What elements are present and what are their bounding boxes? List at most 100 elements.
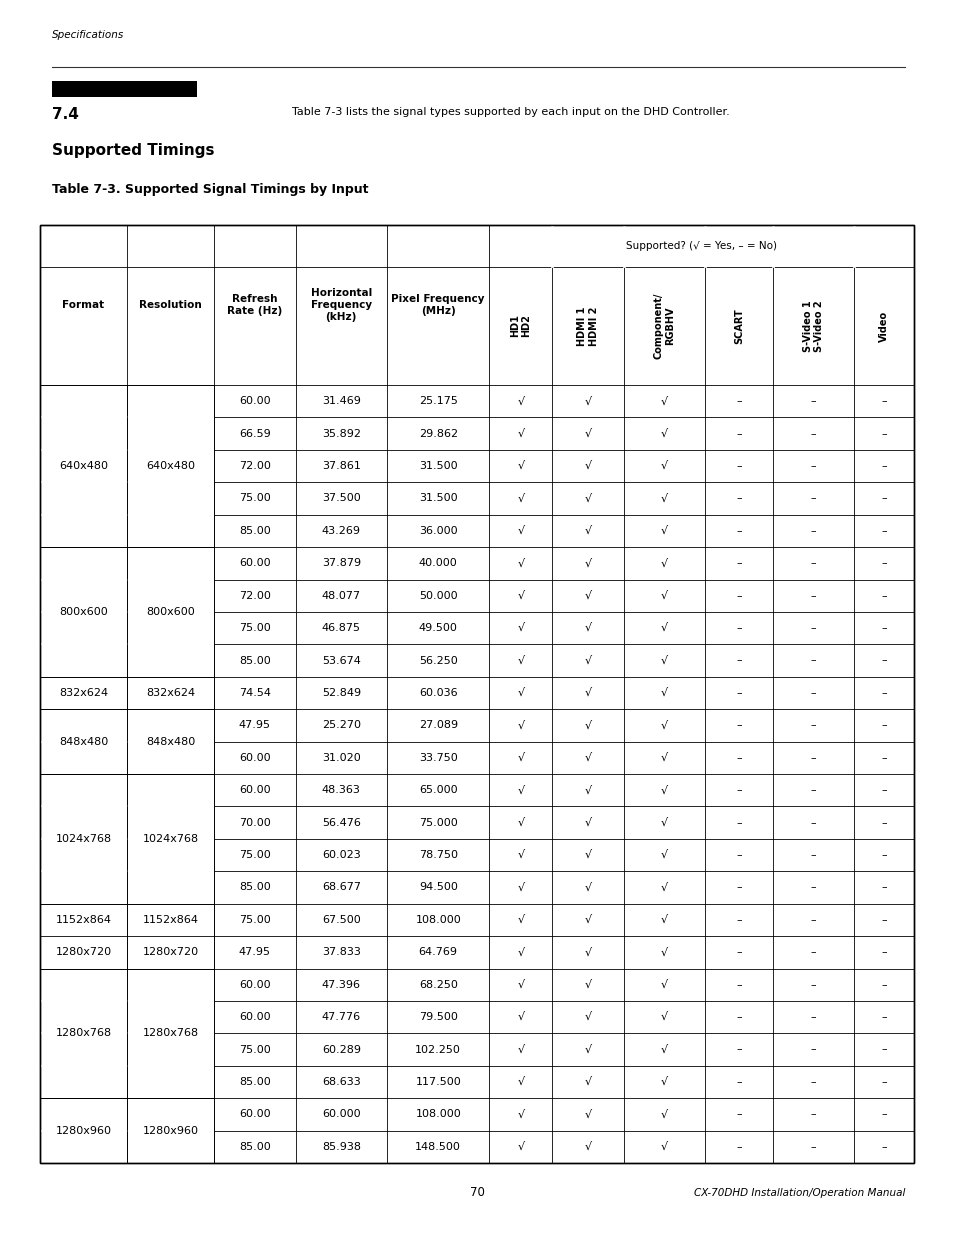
Text: HDMI 1
HDMI 2: HDMI 1 HDMI 2 xyxy=(577,306,598,346)
Text: –: – xyxy=(881,883,886,893)
Text: 56.476: 56.476 xyxy=(321,818,360,827)
Text: 52.849: 52.849 xyxy=(321,688,360,698)
Text: √: √ xyxy=(660,720,667,730)
Text: –: – xyxy=(736,558,741,568)
Text: 47.776: 47.776 xyxy=(321,1013,360,1023)
Text: –: – xyxy=(736,526,741,536)
Text: CX-70DHD Installation/Operation Manual: CX-70DHD Installation/Operation Manual xyxy=(693,1188,904,1198)
Text: 47.396: 47.396 xyxy=(321,979,360,989)
Text: 65.000: 65.000 xyxy=(418,785,457,795)
Text: 1280x768: 1280x768 xyxy=(55,1029,112,1039)
Text: √: √ xyxy=(517,915,524,925)
Text: √: √ xyxy=(517,850,524,860)
Text: –: – xyxy=(736,1077,741,1087)
Text: 102.250: 102.250 xyxy=(415,1045,460,1055)
Text: 37.833: 37.833 xyxy=(321,947,360,957)
Text: 1280x720: 1280x720 xyxy=(142,947,198,957)
Text: 31.500: 31.500 xyxy=(418,461,457,471)
Text: Horizontal
Frequency
(kHz): Horizontal Frequency (kHz) xyxy=(311,289,372,321)
Bar xyxy=(40,225,913,1163)
Text: 7.4: 7.4 xyxy=(52,107,79,122)
Text: –: – xyxy=(736,883,741,893)
Text: 25.270: 25.270 xyxy=(321,720,360,730)
Text: √: √ xyxy=(583,494,591,504)
Text: √: √ xyxy=(517,558,524,568)
Text: 848x480: 848x480 xyxy=(146,736,195,747)
Text: –: – xyxy=(810,624,816,634)
Text: –: – xyxy=(736,915,741,925)
Text: 108.000: 108.000 xyxy=(415,915,460,925)
Text: 47.95: 47.95 xyxy=(238,720,271,730)
Text: 75.00: 75.00 xyxy=(238,624,271,634)
Text: √: √ xyxy=(517,720,524,730)
Text: –: – xyxy=(736,850,741,860)
Text: √: √ xyxy=(583,558,591,568)
Text: √: √ xyxy=(583,753,591,763)
Text: 70: 70 xyxy=(469,1187,484,1199)
Text: 108.000: 108.000 xyxy=(415,1109,460,1119)
Text: –: – xyxy=(881,590,886,600)
Text: –: – xyxy=(810,1077,816,1087)
Text: √: √ xyxy=(660,1077,667,1087)
Text: –: – xyxy=(736,429,741,438)
Text: –: – xyxy=(881,461,886,471)
Text: 35.892: 35.892 xyxy=(321,429,360,438)
Text: √: √ xyxy=(583,883,591,893)
Text: –: – xyxy=(881,429,886,438)
Text: √: √ xyxy=(517,1045,524,1055)
Text: –: – xyxy=(810,785,816,795)
Text: –: – xyxy=(810,720,816,730)
Text: √: √ xyxy=(583,1109,591,1119)
Text: 60.00: 60.00 xyxy=(238,785,271,795)
Text: 85.00: 85.00 xyxy=(238,883,271,893)
Text: –: – xyxy=(881,1045,886,1055)
Text: √: √ xyxy=(660,883,667,893)
Text: 640x480: 640x480 xyxy=(59,461,108,471)
Text: √: √ xyxy=(583,947,591,957)
Text: √: √ xyxy=(660,461,667,471)
Text: –: – xyxy=(736,979,741,989)
Text: √: √ xyxy=(660,558,667,568)
Text: –: – xyxy=(810,461,816,471)
Text: 67.500: 67.500 xyxy=(321,915,360,925)
Text: –: – xyxy=(881,785,886,795)
Text: 33.750: 33.750 xyxy=(418,753,457,763)
Text: √: √ xyxy=(583,720,591,730)
Text: √: √ xyxy=(660,494,667,504)
Text: 47.95: 47.95 xyxy=(238,947,271,957)
Text: 1152x864: 1152x864 xyxy=(55,915,112,925)
Text: 60.00: 60.00 xyxy=(238,1109,271,1119)
Text: √: √ xyxy=(660,590,667,600)
Text: –: – xyxy=(810,1109,816,1119)
Text: √: √ xyxy=(660,947,667,957)
Text: √: √ xyxy=(517,461,524,471)
Text: 43.269: 43.269 xyxy=(321,526,360,536)
Text: 78.750: 78.750 xyxy=(418,850,457,860)
Text: –: – xyxy=(736,656,741,666)
Text: 48.363: 48.363 xyxy=(321,785,360,795)
Text: 117.500: 117.500 xyxy=(415,1077,460,1087)
Text: –: – xyxy=(810,494,816,504)
Text: √: √ xyxy=(583,850,591,860)
Text: Format: Format xyxy=(62,300,105,310)
Text: –: – xyxy=(881,1109,886,1119)
Bar xyxy=(52,82,196,98)
Text: √: √ xyxy=(517,494,524,504)
Text: –: – xyxy=(810,1045,816,1055)
Text: 60.00: 60.00 xyxy=(238,1013,271,1023)
Text: √: √ xyxy=(583,1013,591,1023)
Text: √: √ xyxy=(660,656,667,666)
Text: 60.00: 60.00 xyxy=(238,753,271,763)
Text: √: √ xyxy=(517,753,524,763)
Text: 1024x768: 1024x768 xyxy=(142,834,198,844)
Text: –: – xyxy=(810,947,816,957)
Text: √: √ xyxy=(517,590,524,600)
Text: √: √ xyxy=(517,979,524,989)
Text: –: – xyxy=(736,1013,741,1023)
Text: –: – xyxy=(810,850,816,860)
Text: 640x480: 640x480 xyxy=(146,461,194,471)
Text: 85.938: 85.938 xyxy=(321,1142,360,1152)
Text: 68.250: 68.250 xyxy=(418,979,457,989)
Text: Refresh
Rate (Hz): Refresh Rate (Hz) xyxy=(227,294,282,316)
Text: 29.862: 29.862 xyxy=(418,429,457,438)
